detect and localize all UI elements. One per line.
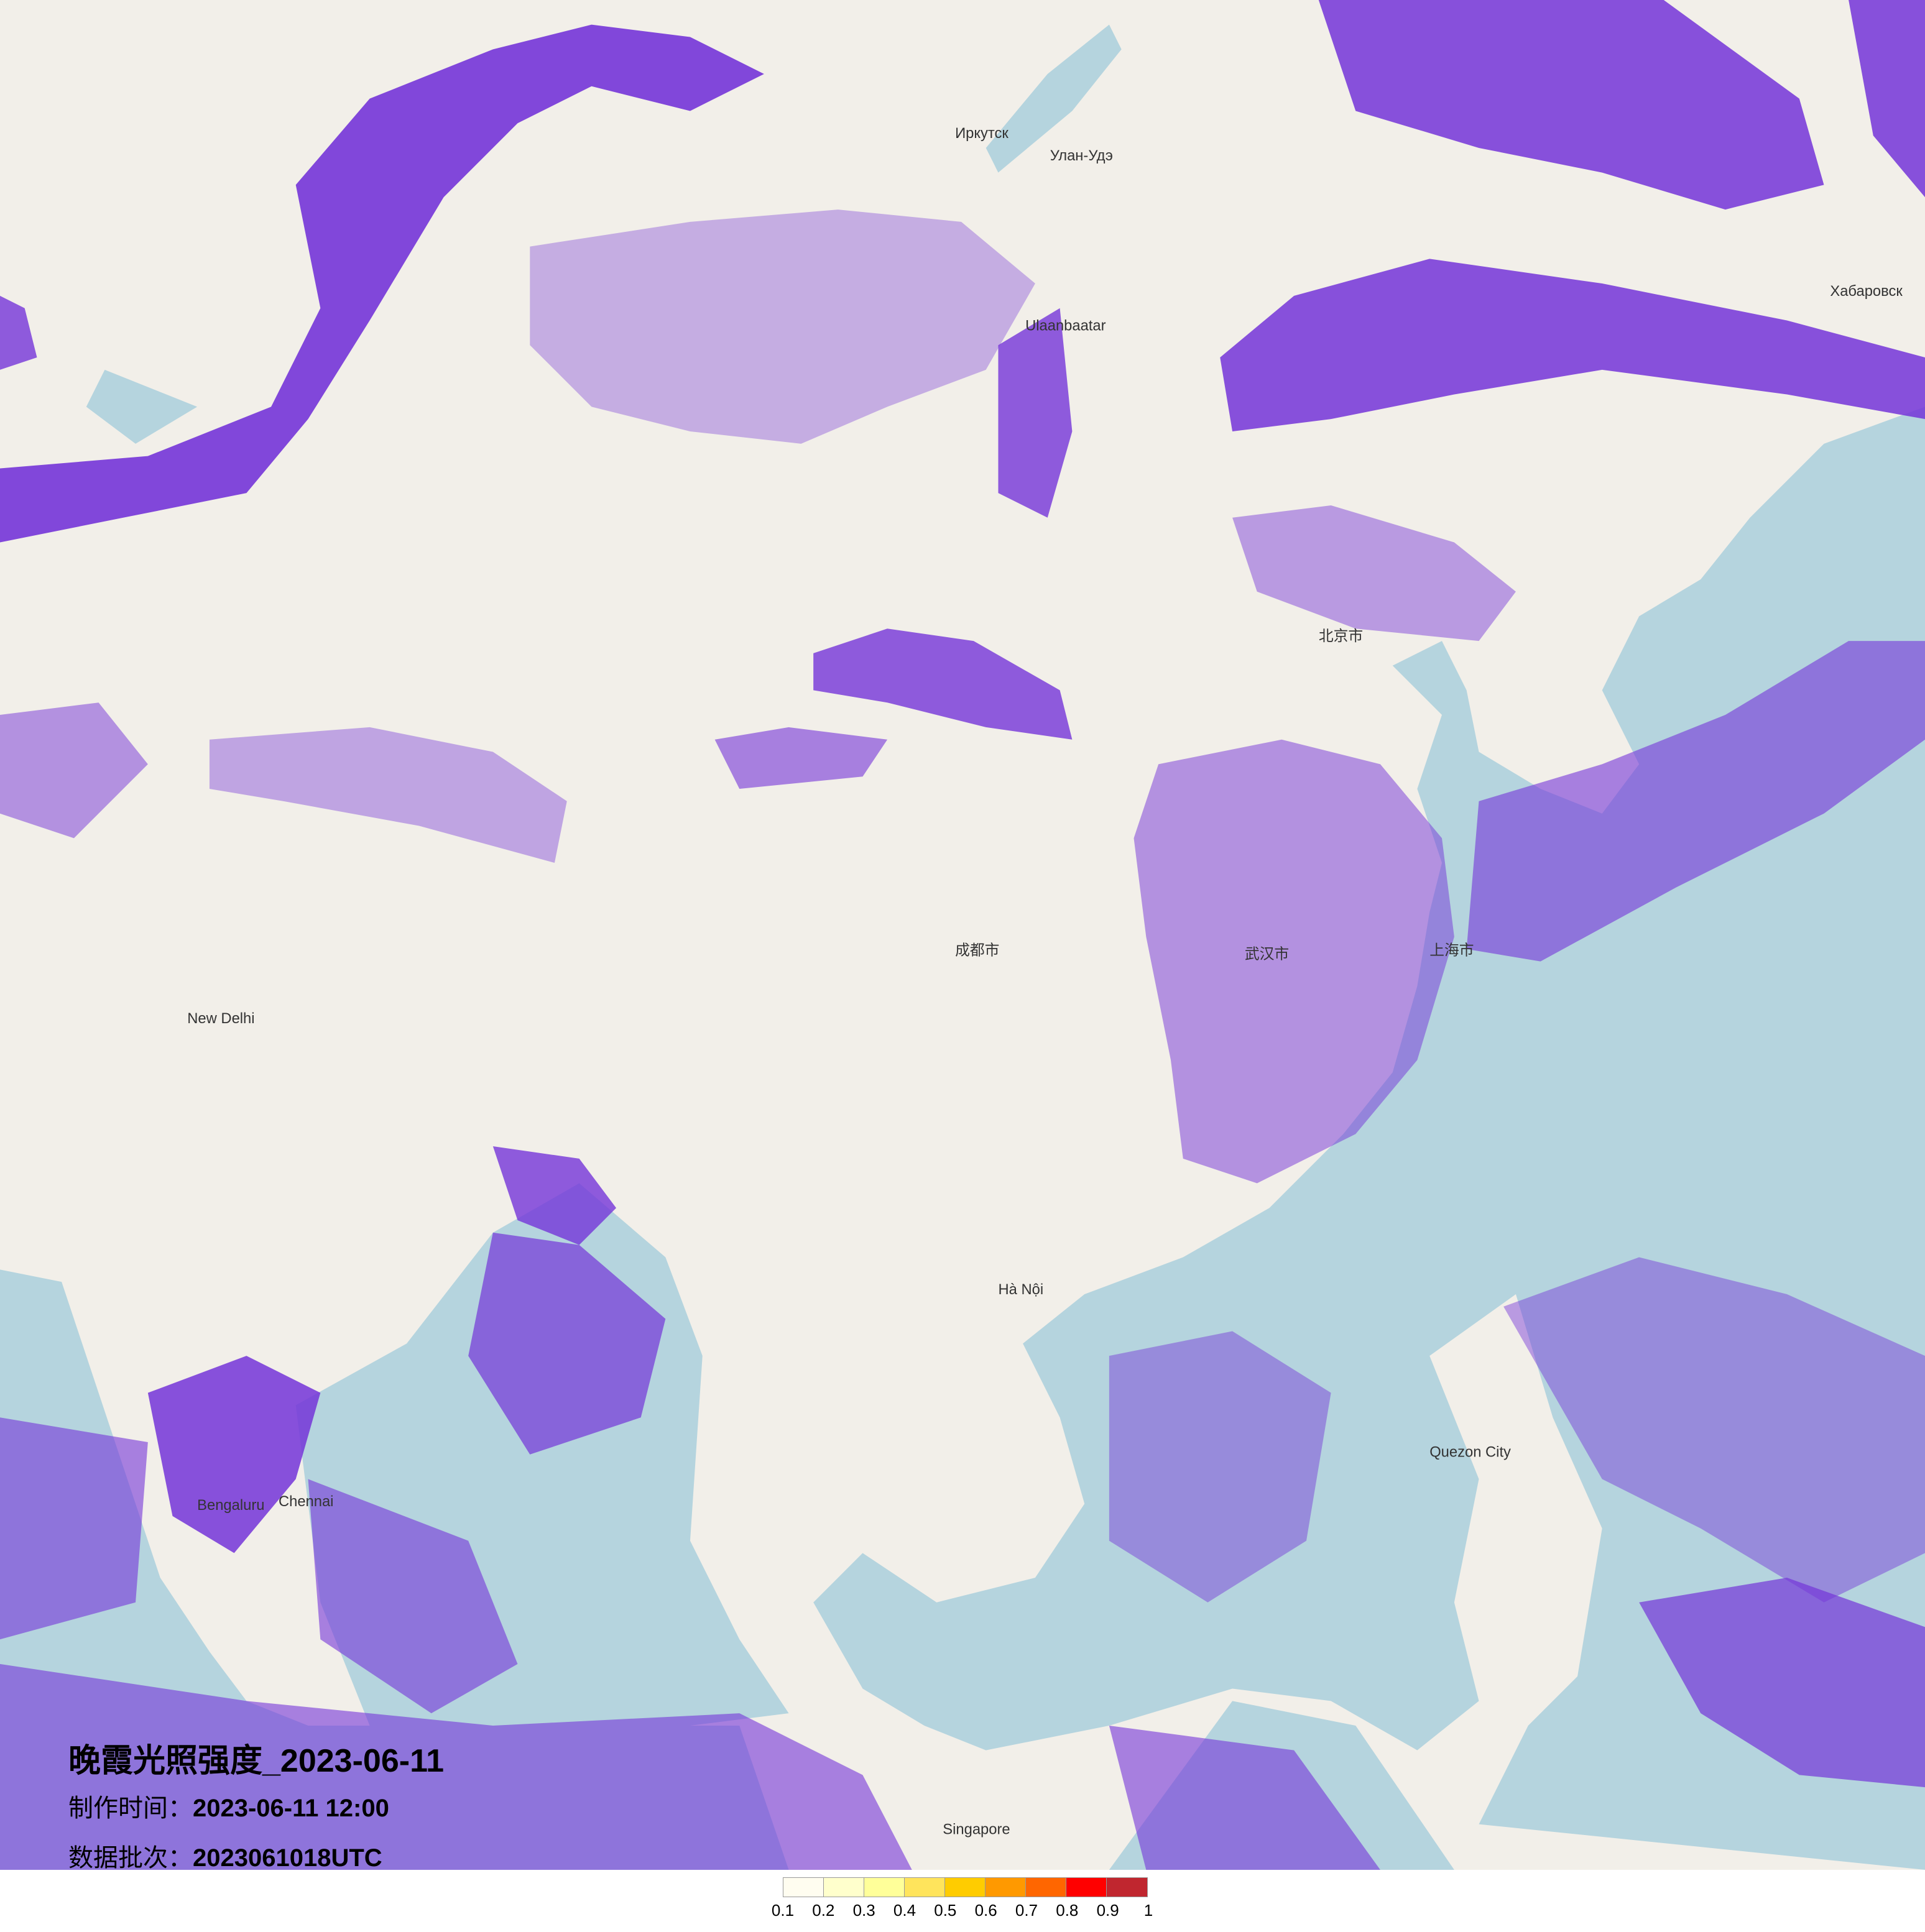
legend-swatch: [945, 1878, 986, 1897]
svg-text:Хабаровск: Хабаровск: [1830, 283, 1903, 300]
legend-tick-label: 0.4: [893, 1901, 916, 1920]
legend-tick-label: 0.3: [852, 1901, 875, 1920]
svg-text:武汉市: 武汉市: [1245, 946, 1289, 963]
legend-swatch: [783, 1878, 824, 1897]
legend-tick-label: 0.8: [1056, 1901, 1079, 1920]
svg-text:Singapore: Singapore: [943, 1821, 1010, 1838]
legend-swatch: [986, 1878, 1026, 1897]
svg-text:Иркутск: Иркутск: [955, 125, 1009, 142]
map-title: 晚霞光照强度_2023-06-11: [68, 1743, 445, 1779]
legend-swatch: [824, 1878, 864, 1897]
production-time: 制作时间：2023-06-11 12:00: [68, 1788, 389, 1824]
svg-text:成都市: 成都市: [955, 942, 999, 959]
map-canvas[interactable]: Ulaanbaatar 北京市 上海市 武汉市 成都市 Hà Nội New D…: [0, 0, 1925, 1870]
cloud-overlay: [0, 0, 1925, 1870]
city-labels: Ulaanbaatar 北京市 上海市 武汉市 成都市 Hà Nội New D…: [187, 125, 1903, 1838]
svg-text:Ulaanbaatar: Ulaanbaatar: [1025, 317, 1106, 334]
svg-text:Улан-Удэ: Улан-Удэ: [1050, 147, 1113, 164]
legend-swatch: [864, 1878, 905, 1897]
svg-text:上海市: 上海市: [1429, 942, 1474, 959]
legend-tick-label: 0.2: [812, 1901, 835, 1920]
svg-text:Chennai: Chennai: [279, 1493, 334, 1510]
production-time-value: 2023-06-11 12:00: [193, 1795, 389, 1822]
data-batch-value: 2023061018UTC: [193, 1844, 382, 1872]
legend-swatch: [905, 1878, 945, 1897]
production-time-label: 制作时间：: [68, 1794, 193, 1823]
svg-text:Quezon City: Quezon City: [1429, 1444, 1511, 1461]
legend-swatch: [1026, 1878, 1066, 1897]
legend-ticks: 0.1 0.2 0.3 0.4 0.5 0.6 0.7 0.8 0.9 1: [772, 1901, 1156, 1926]
legend-tick-label: 0.5: [934, 1901, 957, 1920]
svg-text:Hà Nội: Hà Nội: [998, 1281, 1043, 1298]
data-batch: 数据批次：2023061018UTC: [68, 1838, 382, 1874]
data-batch-label: 数据批次：: [68, 1844, 193, 1872]
legend-swatch: [1107, 1878, 1147, 1897]
svg-text:北京市: 北京市: [1319, 628, 1363, 645]
legend-tick-label: 0.7: [1015, 1901, 1038, 1920]
legend-tick-label: 1: [1143, 1901, 1153, 1920]
legend-swatch: [1066, 1878, 1107, 1897]
legend-tick-label: 0.1: [771, 1901, 795, 1920]
color-legend: [783, 1877, 1148, 1897]
legend-tick-label: 0.6: [974, 1901, 997, 1920]
svg-text:Bengaluru: Bengaluru: [197, 1497, 264, 1514]
svg-text:New Delhi: New Delhi: [187, 1010, 254, 1027]
legend-tick-label: 0.9: [1096, 1901, 1119, 1920]
